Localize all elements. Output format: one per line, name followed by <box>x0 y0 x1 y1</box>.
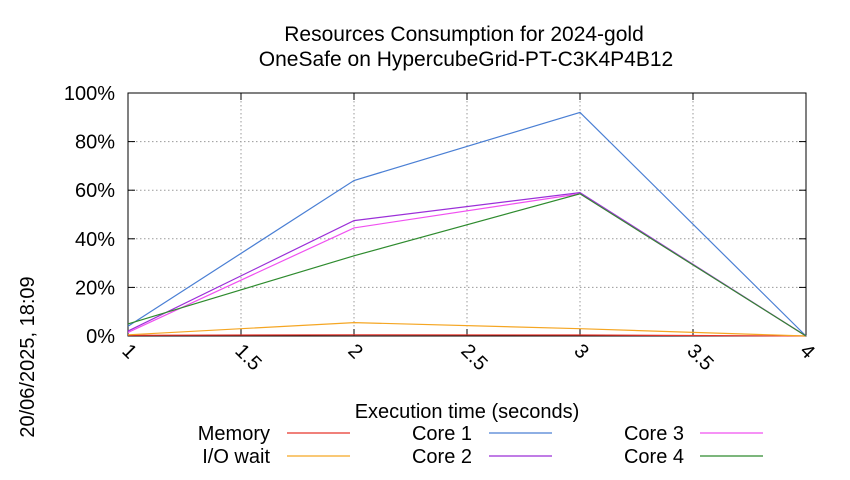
series-line-core-4 <box>127 193 807 337</box>
legend-label-core-1: Core 1 <box>412 423 472 445</box>
y-tick-label: 40% <box>75 229 115 251</box>
y-tick-label: 60% <box>75 180 115 202</box>
timestamp-label: 20/06/2025, 18:09 <box>17 276 39 437</box>
x-tick-label: 4 <box>795 340 818 363</box>
legend-label-core-3: Core 3 <box>624 423 684 445</box>
y-tick-label: 100% <box>64 83 115 105</box>
legend-label-memory: Memory <box>198 423 270 445</box>
x-tick-label: 3.5 <box>682 340 717 375</box>
y-tick-label: 80% <box>75 132 115 154</box>
x-tick-label: 3 <box>569 340 592 363</box>
series-line-memory <box>127 334 807 337</box>
x-tick-label: 2 <box>343 340 366 363</box>
chart-subtitle: OneSafe on HypercubeGrid-PT-C3K4P4B12 <box>259 48 673 71</box>
series-line-core-1 <box>127 111 807 337</box>
chart-title: Resources Consumption for 2024-gold <box>284 23 644 46</box>
y-tick-label: 0% <box>86 326 115 348</box>
legend-label-core-4: Core 4 <box>624 446 684 468</box>
series-line-i-o-wait <box>127 321 807 337</box>
legend-label-core-2: Core 2 <box>412 446 472 468</box>
tick-labels: 0% 20% 40% 60% 80% 100% 1 1.5 2 2.5 3 3.5 4 <box>64 83 819 375</box>
x-tick-label: 2.5 <box>456 340 491 375</box>
y-tick-label: 20% <box>75 277 115 299</box>
x-axis-label: Execution time (seconds) <box>355 401 580 423</box>
grid-lines <box>127 92 807 337</box>
x-tick-label: 1.5 <box>230 340 265 375</box>
x-tick-label: 1 <box>117 340 140 363</box>
legend-label-i-o-wait: I/O wait <box>202 446 270 468</box>
series-lines <box>127 111 807 337</box>
series-line-core-3 <box>127 193 807 337</box>
